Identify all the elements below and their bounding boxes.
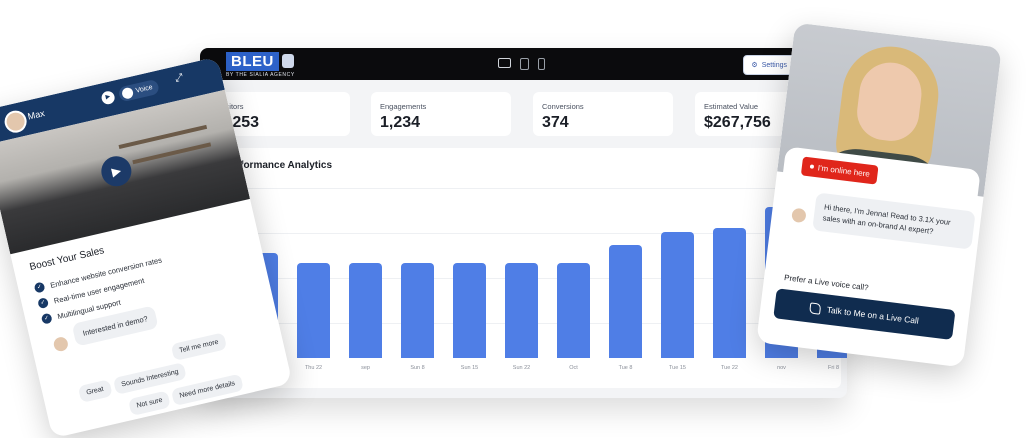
chart-bar <box>505 263 538 358</box>
check-icon: ✓ <box>33 281 46 294</box>
x-tick-label: Fri 8 <box>828 365 839 371</box>
chart-bar <box>297 263 330 358</box>
chart-bar <box>609 245 642 358</box>
gridline <box>240 233 830 234</box>
stat-label: Estimated Value <box>704 102 759 111</box>
expand-icon[interactable]: ⤢ <box>173 71 185 85</box>
agent-name: Max <box>26 108 46 122</box>
chart-bar <box>713 228 746 358</box>
gear-icon: ⚙ <box>751 62 758 69</box>
mobile-icon[interactable] <box>538 58 545 70</box>
right-chat-widget: I'm online here Hi there, I'm Jenna! Rea… <box>756 22 1002 368</box>
settings-label: Settings <box>761 61 787 69</box>
chart-bar <box>349 263 382 358</box>
stat-label: Engagements <box>380 102 427 111</box>
check-icon: ✓ <box>37 297 50 310</box>
agent-avatar <box>791 207 807 224</box>
live-call-button[interactable]: Talk to Me on a Live Call <box>773 288 956 340</box>
avatar <box>2 108 29 135</box>
brand-name: BLEU <box>226 52 279 71</box>
stat-value: $267,756 <box>704 114 771 131</box>
performance-analytics-panel: Performance Analytics Thu 22 sep Sun 8 Sun … <box>210 148 847 388</box>
chat-message: Hi there, I'm Jenna! Read to 3.1X your s… <box>812 192 976 250</box>
voice-toggle[interactable]: Voice <box>117 78 161 103</box>
x-tick-label: Sun 8 <box>410 365 425 371</box>
device-switcher <box>498 58 545 70</box>
tablet-icon[interactable] <box>520 58 529 70</box>
x-tick-label: Tue 22 <box>721 365 738 371</box>
x-tick-label: Tue 15 <box>669 365 686 371</box>
stat-card-engagements: Engagements 1,234 <box>371 92 511 136</box>
x-tick-label: Thu 22 <box>304 365 323 371</box>
brand-logo: BLEU BY THE SIALIA AGENCY <box>226 52 295 78</box>
x-tick-label: Sun 15 <box>460 365 479 371</box>
chat-card: I'm online here Hi there, I'm Jenna! Rea… <box>762 146 981 361</box>
phone-icon <box>809 301 822 315</box>
quick-reply-chip[interactable]: Great <box>77 379 113 403</box>
live-call-label: Talk to Me on a Live Call <box>826 304 920 326</box>
stat-label: Conversions <box>542 102 584 111</box>
video-play-icon[interactable]: ▶ <box>98 153 135 190</box>
gridline <box>240 188 830 189</box>
check-icon: ✓ <box>40 312 53 325</box>
agent-avatar <box>52 335 70 353</box>
dashboard-window: BLEU BY THE SIALIA AGENCY ⚙ Settings Vis… <box>200 48 847 398</box>
status-label: I'm online here <box>817 163 871 179</box>
x-tick-label: Tue 8 <box>618 365 633 371</box>
stat-label: Visitors <box>219 102 244 111</box>
x-tick-label: sep <box>361 365 370 371</box>
chart-bar <box>661 232 694 358</box>
stat-card-conversions: Conversions 374 <box>533 92 673 136</box>
settings-button[interactable]: ⚙ Settings <box>743 55 795 75</box>
online-status-badge: I'm online here <box>800 156 879 185</box>
x-tick-label: nov <box>777 365 786 371</box>
chart-title: Performance Analytics <box>224 160 333 171</box>
x-tick-label: Oct <box>569 365 578 371</box>
call-prompt: Prefer a Live voice call? <box>783 273 870 293</box>
quick-reply-chip[interactable]: Tell me more <box>170 332 228 362</box>
top-bar: BLEU BY THE SIALIA AGENCY ⚙ Settings <box>200 48 847 80</box>
shelf <box>132 142 212 165</box>
play-icon[interactable]: ▶ <box>100 89 116 106</box>
bot-icon <box>281 54 294 68</box>
status-dot-icon <box>809 164 815 169</box>
voice-label: Voice <box>135 84 154 95</box>
chart-bar <box>453 263 486 358</box>
quick-reply-chip[interactable]: Not sure <box>128 390 172 417</box>
stat-value: 374 <box>542 114 569 131</box>
desktop-icon[interactable] <box>498 58 511 68</box>
voice-icon <box>121 86 135 100</box>
stat-value: 1,234 <box>380 114 421 131</box>
brand-tagline: BY THE SIALIA AGENCY <box>226 72 295 78</box>
chart-bar <box>557 263 590 358</box>
chart-bar <box>401 263 434 358</box>
x-tick-label: Sun 22 <box>512 365 531 371</box>
